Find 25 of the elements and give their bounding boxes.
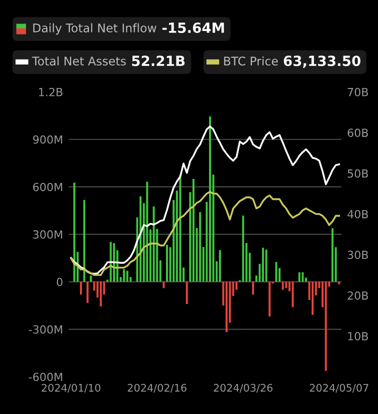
y-tick-label: 900M bbox=[33, 135, 62, 144]
y2-tick-label: 10B bbox=[348, 332, 368, 340]
line-series bbox=[70, 126, 340, 275]
y2-tick-label: 40B bbox=[347, 210, 368, 218]
text: 52.21B bbox=[132, 56, 185, 66]
legend-label: Daily Total Net Inflow bbox=[33, 23, 156, 35]
y-tick-label: 300M bbox=[33, 230, 62, 239]
legend-label: BTC Price bbox=[224, 56, 278, 66]
x-tick-label: 2024/05/07 bbox=[310, 384, 368, 393]
y2-tick-label: 70B bbox=[348, 88, 368, 96]
y-tick-label: -600M bbox=[28, 372, 62, 382]
legend-label: Total Net Assets bbox=[32, 56, 126, 66]
y2-tick-label: 20B bbox=[348, 291, 368, 300]
x-tick-label: 2024/01/10 bbox=[42, 384, 100, 393]
y-tick-label: 0 bbox=[56, 278, 62, 286]
text: -15.64M bbox=[162, 22, 224, 34]
text: 63,133.50 bbox=[284, 56, 360, 68]
y2-tick-label: 60B bbox=[348, 128, 368, 137]
y-tick-label: 1.2B bbox=[39, 88, 62, 96]
x-tick-label: 2024/03/26 bbox=[214, 384, 272, 393]
y-tick-label: 600M bbox=[33, 182, 62, 192]
y-tick-label: -300M bbox=[28, 325, 62, 334]
y2-tick-label: 50B bbox=[348, 169, 368, 178]
y2-tick-label: 30B bbox=[348, 250, 368, 260]
x-tick-label: 2024/02/16 bbox=[128, 384, 186, 393]
